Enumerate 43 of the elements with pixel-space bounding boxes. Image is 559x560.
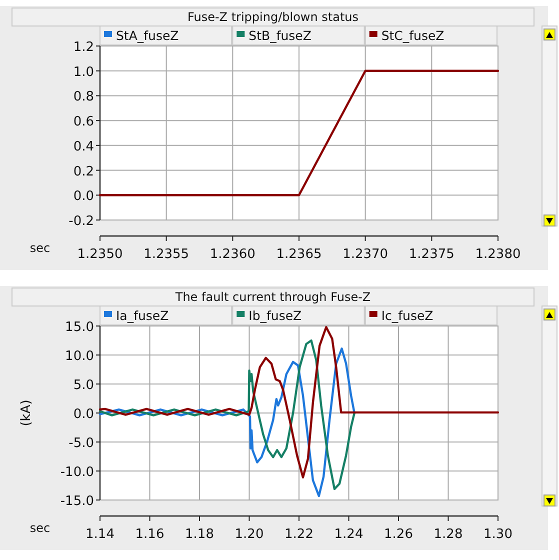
x-tick-label: 1.2375	[408, 247, 454, 262]
y-tick-label: -10.0	[60, 465, 94, 480]
legend-label: Ia_fuseZ	[116, 308, 169, 323]
x-tick-label: 1.14	[86, 527, 114, 542]
x-tick-label: 1.2350	[77, 247, 123, 262]
y-tick-label: -15.0	[60, 494, 94, 509]
y-tick-label: 0.0	[73, 407, 94, 422]
legend-label: StB_fuseZ	[248, 28, 312, 43]
legend-label: Ib_fuseZ	[248, 308, 302, 323]
x-tick-label: 1.2370	[342, 247, 388, 262]
y-tick-label: 1.2	[73, 40, 94, 55]
x-tick-label: 1.30	[484, 527, 512, 542]
y-tick-label: 0.6	[73, 114, 94, 130]
x-axis-title: sec	[30, 521, 50, 535]
legend-label: Ic_fuseZ	[381, 308, 434, 323]
y-tick-label: -5.0	[68, 436, 94, 451]
y-tick-label: 1.0	[73, 64, 94, 80]
y-tick-label: 0.4	[73, 139, 94, 154]
x-tick-label: 1.2365	[276, 247, 322, 262]
x-tick-label: 1.2380	[475, 247, 521, 262]
x-tick-label: 1.28	[434, 527, 463, 542]
x-axis-title: sec	[30, 241, 50, 255]
line-series	[98, 326, 500, 478]
x-tick-label: 1.2355	[144, 247, 190, 262]
chart-title: Fuse-Z tripping/blown status	[187, 10, 359, 24]
x-tick-label: 1.2360	[210, 247, 256, 262]
y-tick-label: -0.2	[68, 214, 94, 229]
x-tick-label: 1.16	[135, 527, 164, 542]
y-tick-label: 0.2	[73, 164, 94, 180]
y-tick-label: 0.8	[73, 90, 94, 105]
y-tick-label: 15.0	[65, 320, 94, 335]
y-tick-label: 5.0	[73, 378, 94, 393]
y-tick-label: 0.0	[73, 189, 94, 204]
x-tick-label: 1.18	[185, 527, 214, 542]
x-tick-label: 1.22	[284, 527, 314, 542]
legend-label: StC_fuseZ	[381, 28, 444, 43]
x-tick-label: 1.24	[334, 527, 364, 542]
x-tick-label: 1.20	[234, 527, 264, 542]
y-axis-title: (kA)	[19, 400, 34, 426]
x-tick-label: 1.26	[384, 527, 413, 542]
chart-title: The fault current through Fuse-Z	[174, 290, 371, 304]
legend-label: StA_fuseZ	[116, 28, 179, 43]
y-tick-label: 10.0	[65, 349, 94, 364]
